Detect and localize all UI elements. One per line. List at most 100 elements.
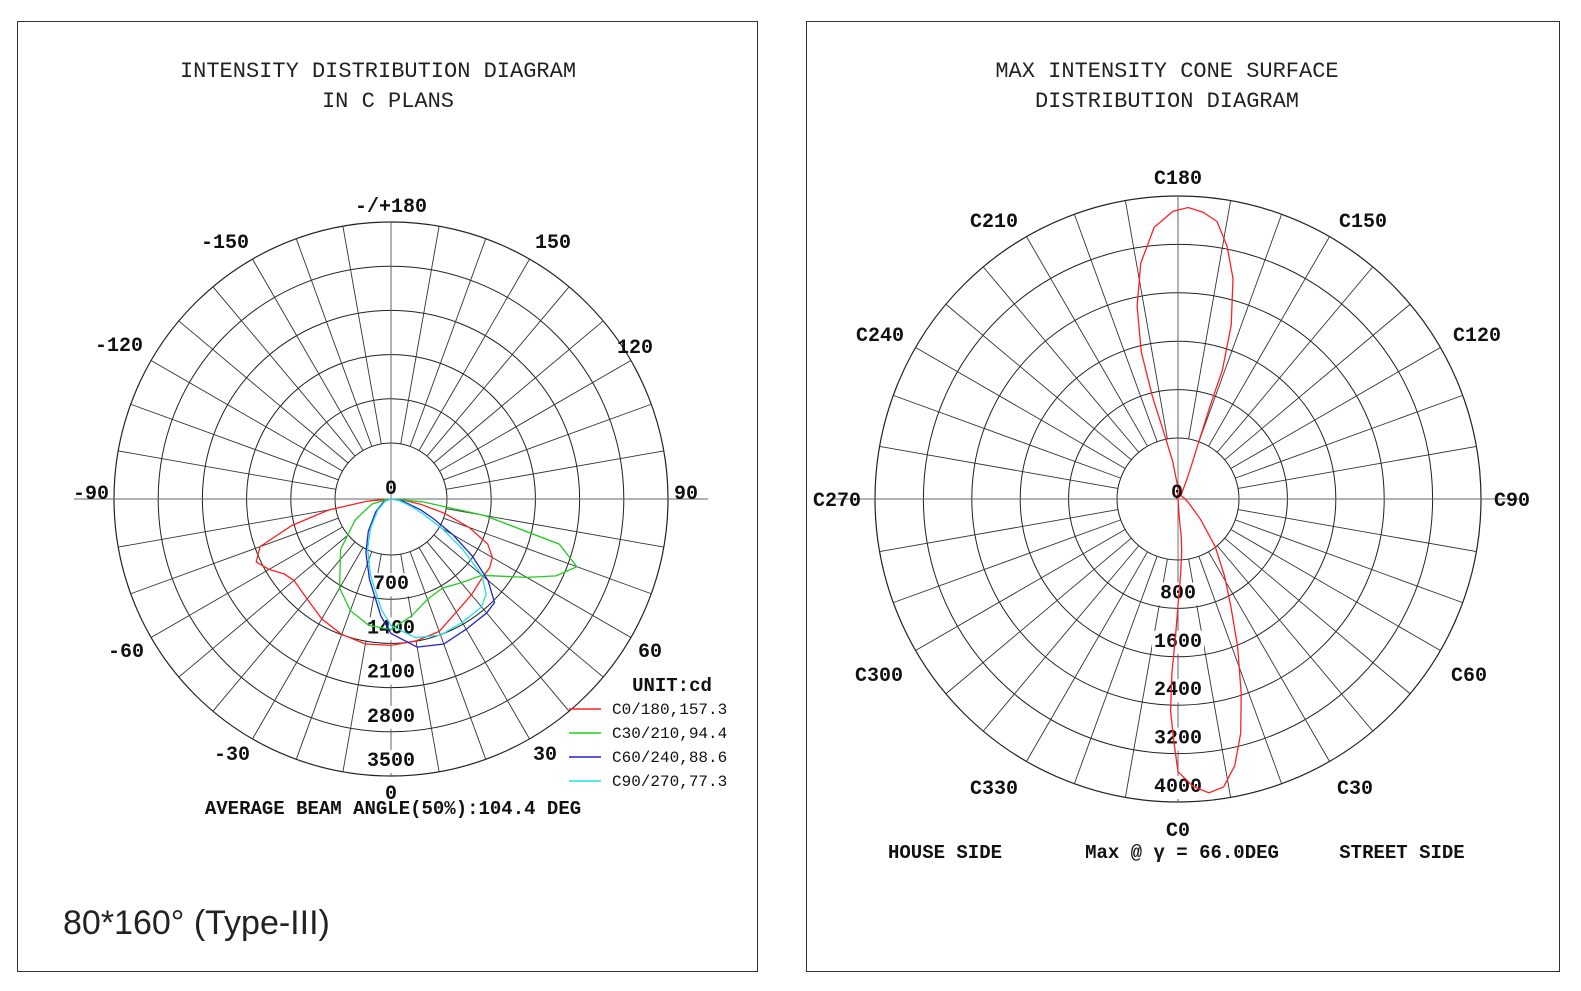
legend-entry: C90/270,77.3: [612, 773, 727, 791]
series-line-c30: [338, 498, 578, 631]
grid-spoke: [1188, 200, 1232, 440]
angle-label: -/+180: [355, 196, 427, 219]
angle-label: -30: [214, 744, 250, 767]
right-title-line1: MAX INTENSITY CONE SURFACE: [995, 59, 1338, 84]
c-plane-label: C300: [855, 665, 903, 688]
unit-label: UNIT:cd: [632, 675, 712, 697]
left-title-line2: IN C PLANS: [322, 89, 454, 114]
type-note: 80*160° (Type-III): [63, 904, 330, 942]
grid-spoke: [1224, 537, 1411, 695]
grid-spoke: [915, 529, 1126, 651]
angle-label: -120: [95, 335, 143, 358]
max-gamma-label: Max @ γ = 66.0DEG: [1085, 842, 1279, 864]
c-plane-label: C270: [813, 490, 861, 513]
grid-spoke: [295, 551, 373, 760]
c-plane-label: C150: [1339, 211, 1387, 234]
grid-spoke: [982, 545, 1140, 732]
legend-entry: C60/240,88.6: [612, 749, 727, 767]
grid-spoke: [1026, 551, 1148, 762]
c-plane-label: C330: [970, 778, 1018, 801]
cone-series-line: [1136, 206, 1242, 794]
radial-tick-label-bg: [1151, 630, 1205, 654]
grid-spoke: [409, 238, 487, 447]
grid-spoke: [150, 526, 343, 638]
grid-spoke: [1235, 519, 1463, 604]
grid-spoke: [1198, 214, 1283, 442]
grid-spoke: [1216, 266, 1374, 453]
radial-tick-label: 800: [1160, 582, 1196, 605]
angle-label: 0: [385, 783, 397, 806]
angle-label: 60: [638, 641, 662, 664]
c-plane-label: C240: [856, 325, 904, 348]
right-title-line2: DISTRIBUTION DIAGRAM: [1035, 89, 1299, 114]
grid-spoke: [1237, 445, 1477, 489]
radial-tick-label-bg: [1151, 776, 1205, 799]
grid-spoke: [252, 547, 364, 740]
grid-spoke: [400, 226, 440, 444]
angle-label: -150: [201, 232, 249, 255]
right-series-group: [1136, 206, 1242, 794]
grid-spoke: [1216, 545, 1374, 732]
grid-spoke: [439, 526, 632, 638]
left-beam-angle-text: AVERAGE BEAM ANGLE(50%):104.4 DEG: [205, 798, 581, 820]
grid-spoke: [1208, 551, 1330, 762]
grid-spoke: [1224, 303, 1411, 461]
grid-spoke: [915, 347, 1126, 469]
c-plane-label: C180: [1154, 168, 1202, 191]
radial-tick-label: 1600: [1154, 631, 1202, 654]
radial-tick-label: 2400: [1154, 679, 1202, 702]
grid-spoke: [443, 517, 652, 595]
radial-tick-label-bg: [1151, 679, 1205, 703]
grid-spoke: [212, 541, 356, 712]
grid-spoke: [1026, 236, 1148, 447]
grid-spoke: [1230, 529, 1441, 651]
radial-tick-label-bg: [1157, 582, 1199, 606]
c-plane-label: C60: [1451, 665, 1487, 688]
max-intensity-cone-chart: MAX INTENSITY CONE SURFACE DISTRIBUTION …: [813, 59, 1530, 864]
radial-tick-label: 4000: [1154, 776, 1202, 799]
grid-spoke: [446, 450, 664, 490]
angle-label: 90: [674, 483, 698, 506]
chart-legend: C0/180,157.3 C30/210,94.4 C60/240,88.6 C90/…: [569, 701, 727, 791]
c-plane-label: C0: [1166, 820, 1190, 843]
left-chart-panel: INTENSITY DISTRIBUTION DIAGRAM IN C PLAN…: [17, 21, 758, 972]
grid-spoke: [443, 403, 652, 481]
grid-spoke: [426, 541, 570, 712]
grid-spoke: [1198, 556, 1283, 784]
angle-label: -90: [73, 483, 109, 506]
street-side-label: STREET SIDE: [1339, 842, 1464, 864]
legend-entry: C0/180,157.3: [612, 701, 727, 719]
grid-spoke: [433, 320, 604, 464]
grid-spoke: [130, 517, 339, 595]
grid-spoke: [945, 537, 1132, 695]
grid-spoke: [130, 403, 339, 481]
angle-label: 150: [535, 232, 571, 255]
grid-spoke: [879, 445, 1119, 489]
left-center-label: 0: [385, 478, 397, 501]
radial-tick-label-bg: [364, 661, 418, 685]
radial-tick-label: 2800: [367, 706, 415, 729]
grid-spoke: [295, 238, 373, 447]
grid-spoke: [212, 286, 356, 457]
grid-spoke: [1124, 200, 1168, 440]
intensity-distribution-chart: INTENSITY DISTRIBUTION DIAGRAM IN C PLAN…: [63, 59, 727, 942]
grid-spoke: [1237, 509, 1477, 553]
c-plane-label: C210: [970, 211, 1018, 234]
angle-label: 30: [533, 744, 557, 767]
grid-spoke: [982, 266, 1140, 453]
grid-spoke: [178, 534, 349, 678]
right-polar-grid: 800 1600 2400 3200 4000: [835, 195, 1521, 803]
radial-tick-label-bg: [364, 705, 418, 729]
radial-tick-label: 3200: [1154, 728, 1202, 751]
radial-tick-label: 700: [373, 573, 409, 596]
radial-tick-label-bg: [364, 750, 418, 773]
series-line-c60: [365, 498, 496, 648]
grid-spoke: [409, 551, 487, 760]
legend-entry: C30/210,94.4: [612, 725, 727, 743]
radial-tick-label-bg: [370, 573, 412, 597]
c-plane-label: C90: [1494, 490, 1530, 513]
right-center-label: 0: [1171, 482, 1183, 505]
grid-spoke: [1208, 236, 1330, 447]
left-title-line1: INTENSITY DISTRIBUTION DIAGRAM: [180, 59, 576, 84]
left-angle-labels: -/+180 150 120 90 60 30 0 -30 -60 -90 -120 -150: [73, 196, 698, 806]
